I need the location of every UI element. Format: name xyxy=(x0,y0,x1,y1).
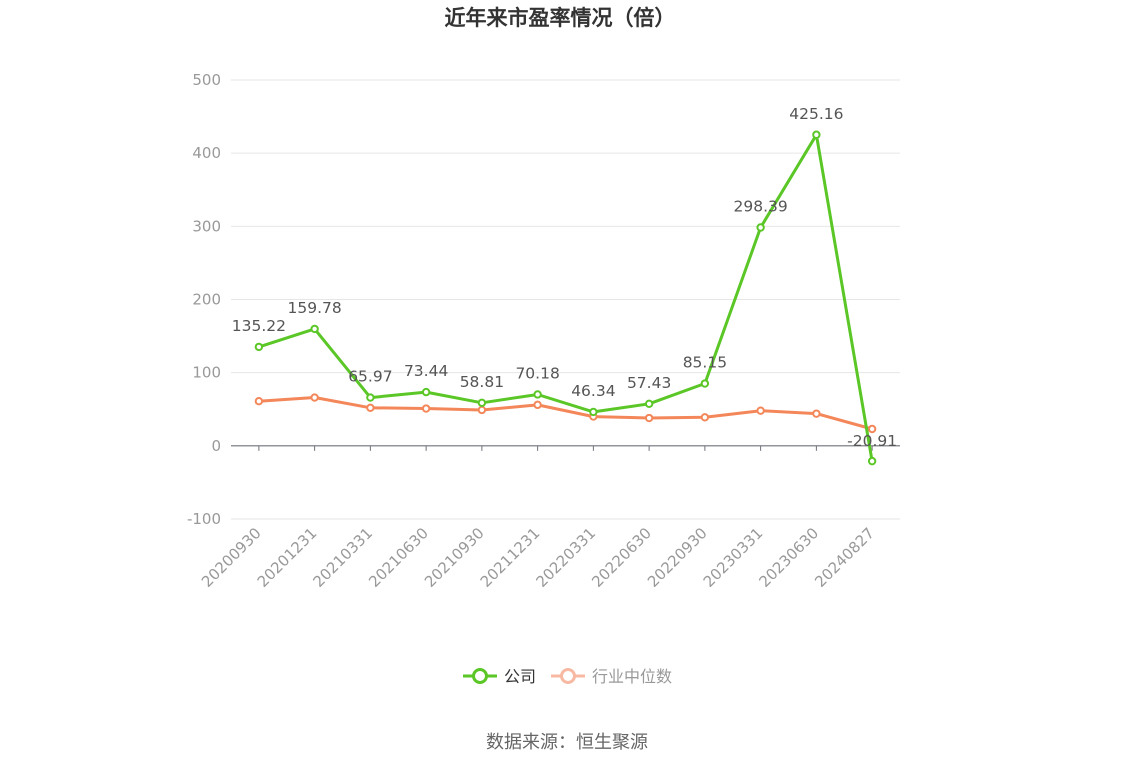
grid-lines xyxy=(231,79,900,520)
company-point[interactable] xyxy=(589,407,598,417)
company-point[interactable] xyxy=(421,387,431,397)
x-tick-label: 20210930 xyxy=(421,524,488,591)
company-data-label: 57.43 xyxy=(627,374,671,392)
y-tick-label: 400 xyxy=(192,144,221,162)
company-line xyxy=(258,133,874,462)
company-point[interactable] xyxy=(812,130,821,139)
x-tick-label: 20230630 xyxy=(755,524,822,591)
company-point[interactable] xyxy=(867,456,877,466)
legend-item-company[interactable]: 公司 xyxy=(463,667,536,686)
x-tick-label: 20220630 xyxy=(588,524,655,591)
industry-median-point[interactable] xyxy=(644,413,654,423)
company-data-label: 70.18 xyxy=(515,364,559,382)
legend-company-label: 公司 xyxy=(504,667,536,686)
chart-title: 近年来市盈率情况（倍） xyxy=(445,6,676,30)
company-point[interactable] xyxy=(756,223,765,232)
legend-item-industry[interactable]: 行业中位数 xyxy=(551,667,672,686)
legend-industry-label: 行业中位数 xyxy=(592,667,672,686)
legend-company-marker-icon xyxy=(472,668,488,684)
industry-median-point[interactable] xyxy=(310,393,319,402)
company-point[interactable] xyxy=(254,342,264,352)
company-point[interactable] xyxy=(477,398,487,408)
industry-median-point[interactable] xyxy=(366,403,375,412)
company-point[interactable] xyxy=(533,390,542,399)
x-tick-label: 20201231 xyxy=(254,524,321,591)
y-tick-label: 500 xyxy=(192,71,221,89)
y-tick-label: 0 xyxy=(211,437,221,455)
company-data-label: 85.15 xyxy=(683,354,727,372)
industry-median-point[interactable] xyxy=(812,409,821,418)
company-data-label: 298.39 xyxy=(734,198,788,216)
x-tick-label: 20200930 xyxy=(198,524,265,591)
y-tick-label: -100 xyxy=(187,510,221,528)
industry-median-point[interactable] xyxy=(421,404,431,413)
company-data-label: -20.91 xyxy=(847,432,897,450)
legend: 公司 行业中位数 xyxy=(463,667,672,686)
company-data-label: 73.44 xyxy=(404,362,448,380)
x-tick-label: 20230331 xyxy=(700,524,767,591)
y-tick-label: 100 xyxy=(192,364,221,382)
y-tick-label: 300 xyxy=(192,217,221,235)
company-data-label: 65.97 xyxy=(348,368,392,386)
industry-median-point[interactable] xyxy=(756,406,765,415)
legend-industry-marker-icon xyxy=(560,668,576,684)
series-lines xyxy=(254,130,877,466)
company-point[interactable] xyxy=(700,379,710,388)
data-source: 数据来源：恒生聚源 xyxy=(486,732,648,753)
y-tick-label: 200 xyxy=(192,291,221,309)
industry-median-point[interactable] xyxy=(477,405,487,415)
x-tick-label: 20211231 xyxy=(477,524,544,591)
company-data-label: 46.34 xyxy=(571,382,615,400)
x-tick-label: 20210630 xyxy=(365,524,432,591)
industry-median-line xyxy=(258,396,873,431)
x-axis: 2020093020201231202103312021063020210930… xyxy=(198,445,900,591)
company-data-label: 58.81 xyxy=(460,373,504,391)
company-point[interactable] xyxy=(644,399,654,409)
company-data-label: 135.22 xyxy=(232,317,286,335)
company-data-label: 425.16 xyxy=(789,105,843,123)
x-tick-label: 20220331 xyxy=(532,524,599,591)
company-data-label: 159.78 xyxy=(288,299,342,317)
industry-median-point[interactable] xyxy=(867,424,877,434)
company-point[interactable] xyxy=(366,393,375,402)
y-axis-ticks: 500 400 300 200 100 0 -100 xyxy=(187,71,221,528)
x-tick-label: 20220930 xyxy=(644,524,711,591)
x-tick-label: 20210331 xyxy=(309,524,376,591)
industry-median-point[interactable] xyxy=(254,397,264,406)
company-point[interactable] xyxy=(310,324,319,334)
industry-median-point[interactable] xyxy=(533,400,542,410)
x-tick-label: 20240827 xyxy=(811,524,878,591)
industry-median-point[interactable] xyxy=(700,413,710,422)
